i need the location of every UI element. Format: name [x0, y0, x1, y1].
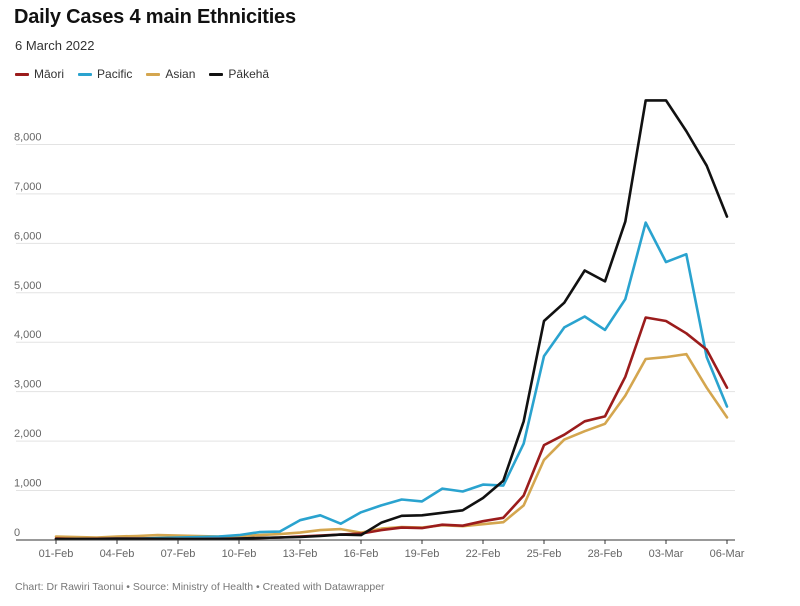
x-tick-label: 07-Feb [161, 548, 196, 560]
x-tick-label: 28-Feb [588, 548, 623, 560]
legend-label: Asian [165, 67, 196, 81]
legend-item: Māori [15, 67, 64, 81]
legend-label: Pacific [97, 67, 133, 81]
x-tick-label: 16-Feb [344, 548, 379, 560]
y-tick-label: 4,000 [14, 329, 42, 341]
legend-item: Pākehā [209, 67, 269, 81]
legend-label: Māori [34, 67, 65, 81]
legend-swatch [15, 72, 29, 76]
y-tick-label: 5,000 [14, 280, 42, 292]
x-tick-label: 22-Feb [466, 548, 501, 560]
y-tick-label: 2,000 [14, 428, 42, 440]
series-line-pacific [54, 221, 729, 541]
gridlines [16, 143, 735, 492]
chart-legend: Māori Pacific Asian Pākehā [15, 67, 269, 81]
legend-swatch [209, 72, 224, 76]
legend-swatch [146, 72, 161, 76]
y-tick-label: 6,000 [14, 230, 42, 242]
legend-item: Asian [146, 67, 195, 81]
chart-subtitle: 6 March 2022 [15, 38, 95, 53]
series-line-maori [54, 316, 729, 541]
x-tick-label: 13-Feb [283, 548, 318, 560]
y-tick-label: 8,000 [14, 131, 42, 143]
x-tick-label: 04-Feb [100, 548, 135, 560]
y-tick-label: 3,000 [14, 379, 42, 391]
x-axis-ticks: 01-Feb 04-Feb 07-Feb 10-Feb 13-Feb 16-Feb 19-F… [39, 540, 745, 560]
y-axis-ticks: 0 1,000 2,000 3,000 4,000 5,000 6,000 7,000 8,00… [14, 131, 42, 539]
series-lines [54, 99, 729, 541]
series-line-asian [54, 352, 729, 539]
y-tick-label: 1,000 [14, 478, 42, 490]
legend-label: Pākehā [228, 67, 270, 81]
y-tick-label: 0 [14, 527, 20, 539]
legend-swatch [78, 72, 93, 76]
x-tick-label: 03-Mar [649, 548, 684, 560]
y-tick-label: 7,000 [14, 181, 42, 193]
x-tick-label: 10-Feb [222, 548, 257, 560]
line-chart: 0 1,000 2,000 3,000 4,000 5,000 6,000 7,000 8,00… [14, 99, 745, 560]
x-tick-label: 06-Mar [710, 548, 745, 560]
x-tick-label: 25-Feb [527, 548, 562, 560]
chart-title: Daily Cases 4 main Ethnicities [14, 6, 296, 28]
x-tick-label: 01-Feb [39, 548, 74, 560]
chart-footer: Chart: Dr Rawiri Taonui • Source: Minist… [15, 581, 385, 593]
x-tick-label: 19-Feb [405, 548, 440, 560]
series-line-pakeha [54, 99, 729, 541]
legend-item: Pacific [78, 67, 132, 81]
